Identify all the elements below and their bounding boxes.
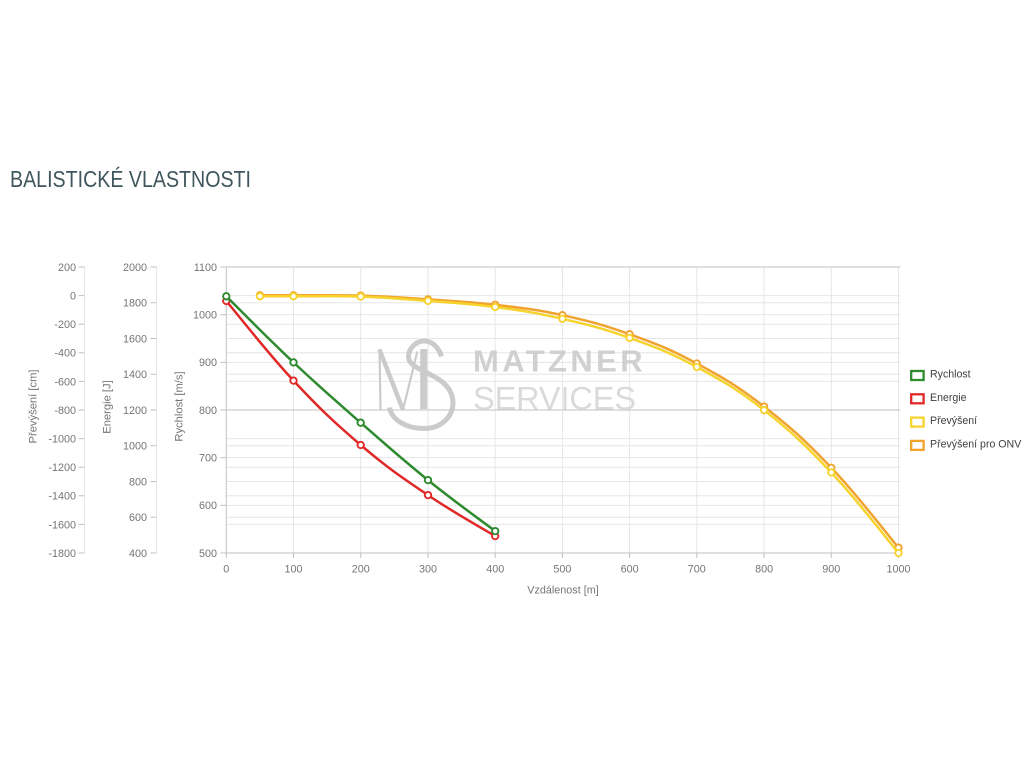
svg-text:MATZNER: MATZNER xyxy=(473,344,646,379)
svg-text:1800: 1800 xyxy=(123,298,147,310)
svg-text:900: 900 xyxy=(199,357,217,369)
svg-text:-1800: -1800 xyxy=(48,548,76,560)
svg-text:700: 700 xyxy=(688,564,706,576)
svg-text:200: 200 xyxy=(352,564,370,576)
svg-text:300: 300 xyxy=(419,564,437,576)
svg-text:100: 100 xyxy=(284,564,302,576)
svg-text:1600: 1600 xyxy=(123,333,147,345)
svg-text:800: 800 xyxy=(755,564,773,576)
svg-text:-1400: -1400 xyxy=(48,491,76,503)
svg-text:Rychlost: Rychlost xyxy=(930,369,971,381)
svg-text:1100: 1100 xyxy=(194,262,217,274)
svg-text:Převýšení [cm]: Převýšení [cm] xyxy=(27,370,39,444)
svg-text:0: 0 xyxy=(223,564,229,576)
svg-text:800: 800 xyxy=(199,405,217,417)
svg-text:1000: 1000 xyxy=(193,310,217,322)
svg-text:BALISTICKÉ VLASTNOSTI: BALISTICKÉ VLASTNOSTI xyxy=(10,166,251,192)
svg-text:1400: 1400 xyxy=(123,369,147,381)
svg-text:1000: 1000 xyxy=(123,441,147,453)
svg-text:-800: -800 xyxy=(54,405,76,417)
svg-text:-1200: -1200 xyxy=(48,462,76,474)
svg-text:Vzdálenost [m]: Vzdálenost [m] xyxy=(527,585,598,597)
svg-text:Energie: Energie xyxy=(930,392,967,404)
svg-text:800: 800 xyxy=(129,476,147,488)
svg-text:500: 500 xyxy=(553,564,571,576)
svg-text:Převýšení pro ONV: Převýšení pro ONV xyxy=(930,439,1022,451)
svg-text:1000: 1000 xyxy=(886,564,910,576)
svg-text:400: 400 xyxy=(486,564,504,576)
svg-text:Rychlost [m/s]: Rychlost [m/s] xyxy=(173,371,185,441)
svg-text:-1600: -1600 xyxy=(48,519,76,531)
svg-text:900: 900 xyxy=(822,564,840,576)
svg-text:0: 0 xyxy=(70,291,76,303)
svg-text:500: 500 xyxy=(199,548,217,560)
svg-text:600: 600 xyxy=(129,512,147,524)
svg-text:400: 400 xyxy=(129,548,147,560)
svg-text:Převýšení: Převýšení xyxy=(930,415,977,427)
svg-text:600: 600 xyxy=(621,564,639,576)
svg-text:700: 700 xyxy=(199,453,217,465)
svg-text:-600: -600 xyxy=(54,376,76,388)
svg-text:200: 200 xyxy=(58,262,76,274)
svg-text:SERVICES: SERVICES xyxy=(473,381,636,417)
svg-text:-1000: -1000 xyxy=(48,434,76,446)
svg-text:-400: -400 xyxy=(54,348,76,360)
svg-text:600: 600 xyxy=(199,500,217,512)
svg-text:Energie [J]: Energie [J] xyxy=(102,380,114,433)
svg-text:-200: -200 xyxy=(54,319,76,331)
svg-text:1200: 1200 xyxy=(123,405,147,417)
svg-text:2000: 2000 xyxy=(123,262,147,274)
